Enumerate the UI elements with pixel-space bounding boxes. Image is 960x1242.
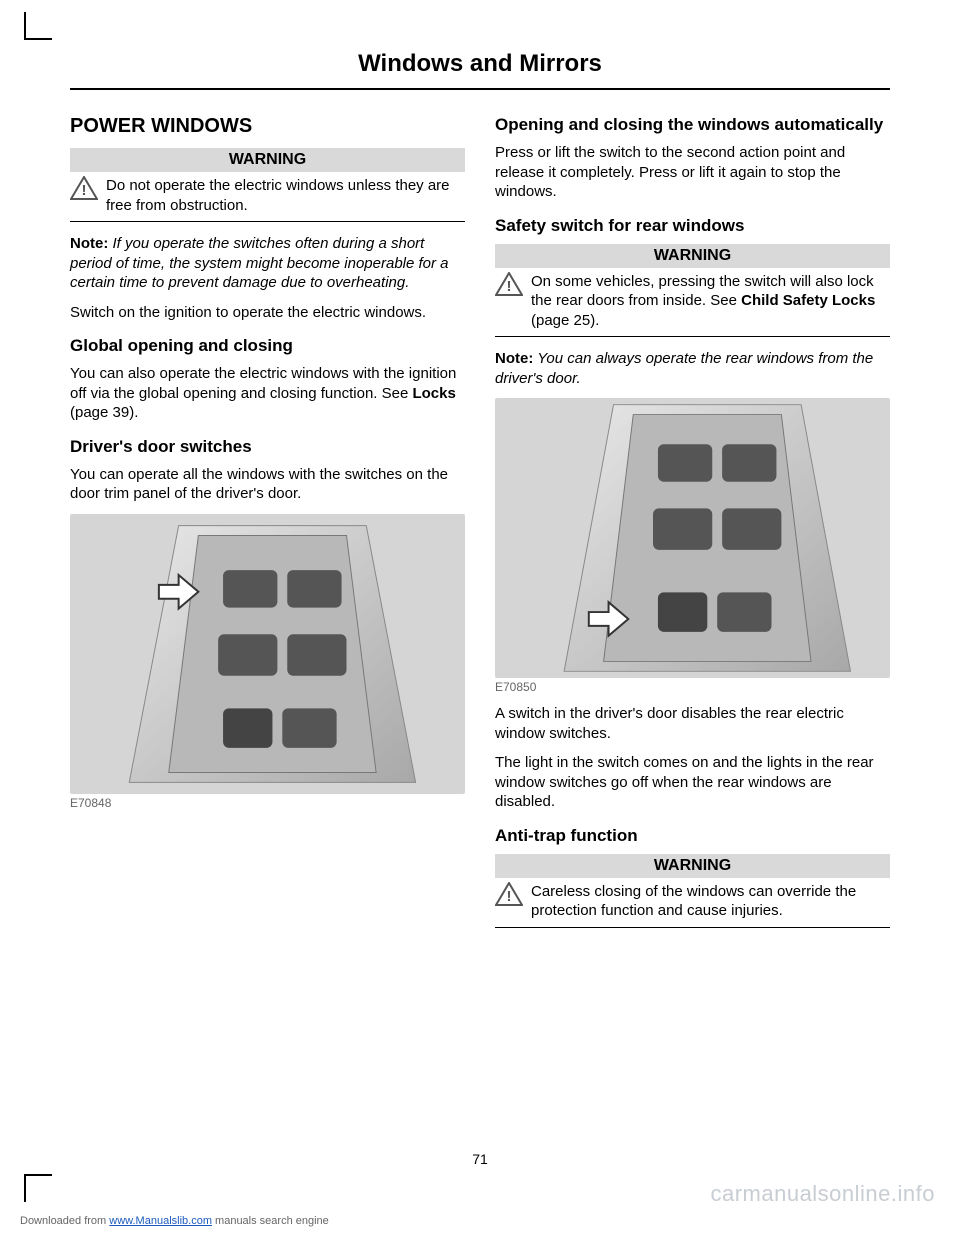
warning-triangle-icon: !: [495, 882, 525, 921]
note-paragraph: Note: If you operate the switches often …: [70, 234, 465, 293]
warning-text: Careless closing of the windows can over…: [531, 882, 890, 921]
svg-text:!: !: [507, 888, 512, 905]
page-title: Windows and Mirrors: [70, 50, 890, 90]
crop-mark-bl: [24, 1174, 52, 1202]
warning-label: WARNING: [495, 244, 890, 268]
note-label: Note:: [495, 350, 533, 367]
subheading: Opening and closing the windows automati…: [495, 115, 890, 135]
note-label: Note:: [70, 235, 108, 252]
body-text: A switch in the driver's door disables t…: [495, 704, 890, 743]
warning-triangle-icon: !: [70, 176, 100, 215]
body-text: You can operate all the windows with the…: [70, 465, 465, 504]
warning-text-row: ! On some vehicles, pressing the switch …: [495, 272, 890, 331]
svg-text:!: !: [507, 278, 512, 295]
subheading: Safety switch for rear windows: [495, 216, 890, 236]
warning-label: WARNING: [70, 148, 465, 172]
figure-safety-switch: [495, 398, 890, 678]
left-column: POWER WINDOWS WARNING ! Do not operate t…: [70, 115, 465, 940]
link-reference: Child Safety Locks: [741, 292, 875, 309]
watermark: carmanualsonline.info: [710, 1181, 935, 1207]
figure-label: E70850: [495, 680, 890, 694]
link-reference: Locks: [412, 385, 455, 402]
svg-text:!: !: [82, 182, 87, 199]
body-text: You can also operate the electric window…: [70, 364, 465, 423]
note-paragraph: Note: You can always operate the rear wi…: [495, 349, 890, 388]
note-text: If you operate the switches often during…: [70, 235, 449, 291]
page-number: 71: [0, 1151, 960, 1167]
page-container: Windows and Mirrors POWER WINDOWS WARNIN…: [0, 0, 960, 940]
subheading: Driver's door switches: [70, 437, 465, 457]
warning-label: WARNING: [495, 854, 890, 878]
right-column: Opening and closing the windows automati…: [495, 115, 890, 940]
warning-triangle-icon: !: [495, 272, 525, 331]
figure-driver-door-switches: [70, 514, 465, 794]
figure-label: E70848: [70, 796, 465, 810]
warning-text: On some vehicles, pressing the switch wi…: [531, 272, 890, 331]
subheading: Anti-trap function: [495, 826, 890, 846]
warning-block: ! Careless closing of the windows can ov…: [495, 882, 890, 928]
text-fragment: (page 39).: [70, 404, 138, 421]
text-fragment: (page 25).: [531, 312, 599, 329]
text-fragment: You can also operate the electric window…: [70, 365, 456, 402]
warning-text-row: ! Careless closing of the windows can ov…: [495, 882, 890, 921]
two-column-layout: POWER WINDOWS WARNING ! Do not operate t…: [70, 115, 890, 940]
footer-link[interactable]: www.Manualslib.com: [109, 1215, 212, 1227]
subheading: Global opening and closing: [70, 336, 465, 356]
crop-mark-tl: [24, 12, 52, 40]
footer-pre: Downloaded from: [20, 1215, 109, 1227]
section-heading: POWER WINDOWS: [70, 115, 465, 138]
body-text: Press or lift the switch to the second a…: [495, 143, 890, 202]
footer-post: manuals search engine: [212, 1215, 329, 1227]
warning-text: Do not operate the electric windows unle…: [106, 176, 465, 215]
warning-block: ! On some vehicles, pressing the switch …: [495, 272, 890, 338]
warning-block: ! Do not operate the electric windows un…: [70, 176, 465, 222]
footer-text: Downloaded from www.Manualslib.com manua…: [20, 1215, 329, 1227]
warning-text-row: ! Do not operate the electric windows un…: [70, 176, 465, 215]
body-text: Switch on the ignition to operate the el…: [70, 303, 465, 323]
body-text: The light in the switch comes on and the…: [495, 753, 890, 812]
note-text: You can always operate the rear windows …: [495, 350, 873, 387]
